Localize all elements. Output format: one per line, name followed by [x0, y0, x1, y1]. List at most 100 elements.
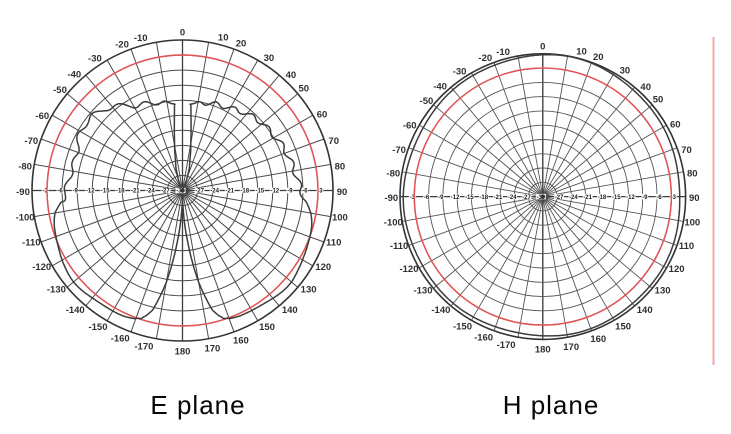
svg-text:-9: -9 — [73, 189, 79, 195]
svg-text:0: 0 — [180, 27, 185, 38]
svg-text:-15: -15 — [255, 189, 264, 195]
svg-text:-6: -6 — [57, 189, 63, 195]
svg-text:-170: -170 — [497, 340, 516, 351]
svg-text:110: 110 — [679, 241, 694, 252]
svg-text:10: 10 — [576, 47, 587, 58]
svg-text:-18: -18 — [116, 189, 125, 195]
svg-text:100: 100 — [332, 212, 348, 223]
svg-text:30: 30 — [620, 66, 631, 77]
svg-text:50: 50 — [653, 95, 664, 106]
svg-text:-15: -15 — [465, 195, 474, 201]
svg-text:-18: -18 — [598, 195, 607, 201]
svg-text:-20: -20 — [478, 53, 492, 64]
svg-text:-21: -21 — [225, 189, 234, 195]
svg-text:160: 160 — [233, 335, 249, 346]
svg-text:-21: -21 — [131, 189, 140, 195]
svg-text:-15: -15 — [612, 195, 621, 201]
svg-text:-110: -110 — [390, 241, 409, 252]
svg-text:-30: -30 — [453, 66, 467, 77]
svg-text:-60: -60 — [35, 111, 49, 122]
svg-text:-6: -6 — [302, 189, 308, 195]
svg-text:-12: -12 — [270, 189, 279, 195]
svg-text:-10: -10 — [134, 33, 148, 44]
svg-text:-6: -6 — [656, 195, 662, 201]
svg-text:150: 150 — [259, 322, 275, 333]
svg-text:-40: -40 — [67, 70, 81, 81]
svg-text:70: 70 — [681, 145, 692, 156]
svg-text:-100: -100 — [16, 212, 35, 223]
svg-text:60: 60 — [317, 110, 328, 121]
svg-text:20: 20 — [593, 52, 604, 63]
svg-text:-9: -9 — [438, 195, 444, 201]
svg-text:170: 170 — [563, 342, 579, 353]
svg-text:90: 90 — [337, 187, 348, 198]
svg-text:20: 20 — [236, 39, 247, 50]
svg-text:-18: -18 — [479, 195, 488, 201]
svg-text:-100: -100 — [384, 217, 403, 228]
svg-text:-3: -3 — [671, 195, 677, 201]
svg-text:-160: -160 — [111, 334, 130, 345]
svg-text:140: 140 — [282, 305, 298, 316]
svg-text:110: 110 — [326, 238, 341, 249]
svg-text:160: 160 — [590, 334, 606, 345]
svg-text:-60: -60 — [403, 121, 417, 132]
svg-text:-24: -24 — [210, 189, 219, 195]
svg-text:-80: -80 — [386, 169, 400, 180]
svg-text:-21: -21 — [494, 195, 503, 201]
svg-text:130: 130 — [301, 285, 317, 296]
svg-text:-70: -70 — [24, 136, 38, 147]
svg-text:H plane: H plane — [503, 390, 600, 420]
svg-text:-40: -40 — [433, 82, 447, 93]
svg-text:-15: -15 — [101, 189, 110, 195]
svg-text:-12: -12 — [86, 189, 95, 195]
svg-text:120: 120 — [669, 264, 685, 275]
svg-text:-24: -24 — [146, 189, 155, 195]
svg-text:180: 180 — [175, 346, 191, 357]
svg-text:E plane: E plane — [150, 390, 245, 420]
svg-text:-24: -24 — [569, 195, 578, 201]
svg-text:80: 80 — [335, 161, 346, 172]
svg-text:-3: -3 — [410, 195, 416, 201]
svg-text:40: 40 — [286, 70, 297, 81]
svg-text:-90: -90 — [384, 193, 398, 204]
svg-text:-30: -30 — [88, 54, 102, 65]
svg-text:140: 140 — [637, 305, 653, 316]
svg-text:-21: -21 — [583, 195, 592, 201]
svg-text:-130: -130 — [47, 285, 66, 296]
svg-text:-12: -12 — [626, 195, 635, 201]
svg-text:-70: -70 — [392, 145, 406, 156]
svg-text:100: 100 — [684, 217, 700, 228]
svg-text:-27: -27 — [522, 195, 531, 201]
svg-text:-27: -27 — [555, 195, 564, 201]
svg-text:-150: -150 — [453, 322, 472, 333]
svg-text:-150: -150 — [88, 322, 107, 333]
svg-text:-24: -24 — [508, 195, 517, 201]
svg-text:-9: -9 — [287, 189, 293, 195]
svg-text:-9: -9 — [642, 195, 648, 201]
svg-text:-50: -50 — [53, 85, 67, 96]
svg-text:50: 50 — [299, 83, 310, 94]
svg-text:-18: -18 — [240, 189, 249, 195]
svg-text:150: 150 — [615, 322, 631, 333]
svg-text:90: 90 — [689, 193, 700, 204]
svg-text:-120: -120 — [32, 262, 51, 273]
svg-text:30: 30 — [264, 53, 275, 64]
svg-text:-12: -12 — [451, 195, 460, 201]
svg-text:-3: -3 — [42, 189, 48, 195]
svg-text:-3: -3 — [317, 189, 323, 195]
svg-text:80: 80 — [687, 169, 698, 180]
svg-text:40: 40 — [640, 82, 651, 93]
svg-text:170: 170 — [204, 344, 220, 355]
svg-text:180: 180 — [535, 345, 551, 356]
svg-text:70: 70 — [328, 136, 339, 147]
svg-text:-110: -110 — [22, 238, 41, 249]
svg-text:-50: -50 — [420, 96, 434, 107]
svg-text:-140: -140 — [66, 305, 85, 316]
svg-text:-27: -27 — [195, 189, 204, 195]
svg-text:60: 60 — [670, 120, 681, 131]
svg-text:-140: -140 — [431, 305, 450, 316]
svg-text:120: 120 — [315, 262, 331, 273]
svg-text:-160: -160 — [474, 333, 493, 344]
svg-text:130: 130 — [655, 286, 671, 297]
svg-text:-10: -10 — [496, 47, 510, 58]
